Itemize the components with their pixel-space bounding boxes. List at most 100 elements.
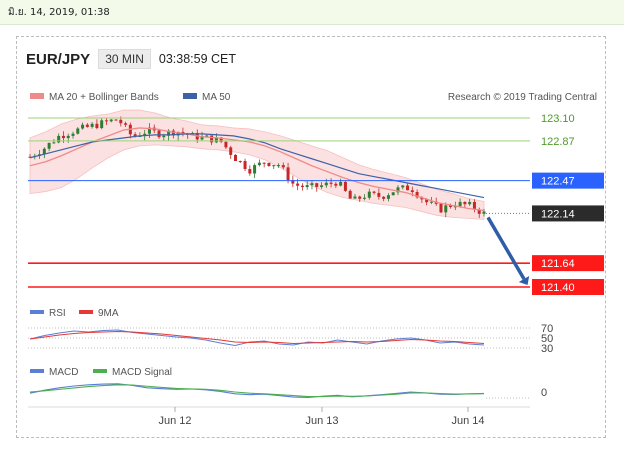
ma50-legend-label: MA 50	[202, 92, 231, 103]
rsi-ma-line	[29, 330, 485, 345]
candle-body	[320, 185, 324, 187]
timeframe-badge[interactable]: 30 MIN	[98, 49, 151, 69]
candle-body	[406, 185, 410, 191]
macd-signal-line	[29, 384, 485, 398]
candle-body	[382, 196, 386, 199]
date-bar: มิ.ย. 14, 2019, 01:38	[0, 0, 624, 25]
candle-body	[119, 119, 123, 124]
price-plot	[28, 109, 486, 220]
candle-body	[372, 191, 376, 193]
resistance-label: 123.10	[541, 113, 575, 125]
candle-body	[257, 162, 261, 166]
candle-body	[214, 137, 218, 143]
pair-label: EUR/JPY	[26, 50, 91, 68]
candle-body	[367, 191, 371, 198]
candle-body	[343, 181, 347, 191]
x-tick-label: Jun 14	[451, 415, 484, 427]
rsi-level-label: 30	[541, 343, 553, 355]
last-price-badge	[532, 205, 604, 222]
macd-zero-label: 0	[541, 387, 547, 399]
candle-body	[396, 187, 400, 193]
rsi-line	[29, 329, 485, 347]
support-badge	[532, 255, 604, 272]
candle-body	[410, 190, 414, 193]
candle-body	[391, 192, 395, 196]
candle-body	[334, 183, 338, 186]
candle-body	[262, 162, 266, 164]
candle-body	[272, 165, 276, 167]
ma20-legend-label: MA 20 + Bollinger Bands	[49, 92, 159, 103]
candle-body	[157, 130, 161, 138]
candle-body	[243, 161, 247, 170]
candle-body	[76, 128, 80, 134]
candle-body	[205, 135, 209, 137]
candle-body	[482, 211, 486, 214]
candle-body	[386, 195, 390, 199]
candle-body	[253, 165, 257, 174]
candle-body	[167, 130, 171, 136]
candle-body	[57, 135, 61, 143]
candle-body	[219, 137, 223, 142]
macd-legend: MACD MACD Signal	[30, 367, 172, 378]
candle-body	[310, 183, 314, 186]
candle-body	[162, 135, 166, 138]
candle-body	[210, 135, 214, 143]
candle-body	[181, 131, 185, 134]
candle-body	[429, 201, 433, 203]
price-legend: MA 20 + Bollinger Bands MA 50 Research ©…	[30, 92, 597, 103]
candle-body	[472, 201, 476, 210]
candle-body	[233, 154, 237, 162]
candle-body	[100, 120, 104, 129]
resistance-label: 122.87	[541, 136, 575, 148]
date-label: มิ.ย. 14, 2019, 01:38	[8, 7, 110, 18]
candle-body	[224, 141, 228, 148]
candle-body	[324, 182, 328, 186]
rsi-swatch	[30, 310, 44, 314]
macd-plot: 0	[29, 383, 547, 399]
chart-header: EUR/JPY 30 MIN 03:38:59 CET	[26, 47, 236, 71]
rsi-legend: RSI 9MA	[30, 308, 119, 319]
candle-body	[329, 182, 333, 184]
candle-body	[114, 119, 118, 121]
candle-body	[238, 161, 242, 163]
candle-body	[339, 181, 343, 186]
candle-body	[124, 123, 128, 125]
candle-body	[171, 130, 175, 136]
candle-body	[47, 142, 51, 149]
candle-body	[71, 133, 75, 136]
rsi-level-label: 50	[541, 333, 553, 345]
macd-line	[29, 383, 485, 398]
candle-body	[281, 165, 285, 168]
candle-body	[296, 183, 300, 186]
candle-body	[42, 148, 46, 155]
candle-body	[353, 196, 357, 199]
candle-body	[348, 190, 352, 199]
x-axis: Jun 12 Jun 13 Jun 14	[28, 406, 530, 427]
rsi-ma-legend-label: 9MA	[98, 308, 119, 319]
candle-body	[61, 135, 65, 139]
candle-body	[363, 197, 367, 199]
candle-body	[439, 203, 443, 213]
macd-swatch	[30, 369, 44, 373]
candle-body	[401, 185, 405, 188]
candle-body	[104, 120, 108, 122]
price-levels: 123.10 122.87 122.47 122.14 121.64 121.40	[28, 113, 604, 295]
candle-body	[444, 205, 448, 213]
ma20-line	[29, 127, 485, 212]
support-label: 121.64	[541, 258, 575, 270]
projection-arrowhead	[518, 275, 530, 286]
x-tick-label: Jun 12	[158, 415, 191, 427]
candle-body	[95, 123, 99, 129]
candle-body	[305, 185, 309, 188]
candle-body	[66, 135, 70, 139]
macd-signal-legend-label: MACD Signal	[112, 367, 172, 378]
support-badge	[532, 279, 604, 295]
candle-body	[291, 180, 295, 184]
candle-body	[133, 134, 137, 137]
candle-body	[90, 123, 94, 127]
chart-panel	[16, 36, 606, 438]
candle-body	[277, 165, 281, 167]
candle-body	[85, 124, 89, 127]
last-price-label: 122.14	[541, 208, 575, 220]
ma20-swatch	[30, 93, 44, 99]
